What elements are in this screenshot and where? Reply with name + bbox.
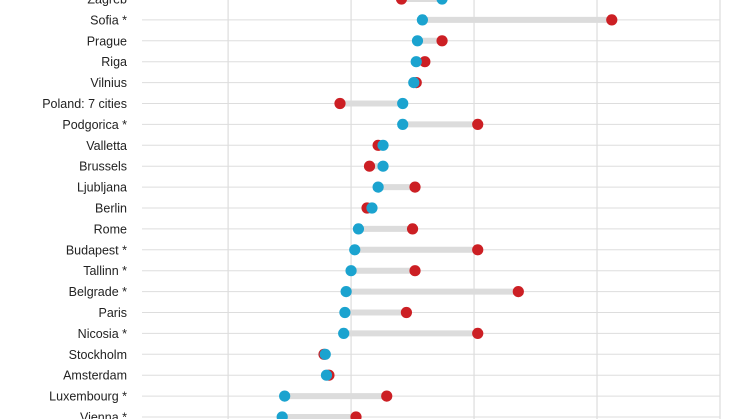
category-label: Sofia * — [90, 13, 127, 27]
category-label: Tallinn * — [83, 264, 127, 278]
category-label: Ljubljana — [77, 181, 127, 195]
end-value-point — [406, 223, 419, 235]
end-value-point — [381, 390, 393, 402]
category-label: Budapest * — [66, 243, 127, 257]
data-points — [276, 0, 618, 419]
end-value-point — [472, 118, 484, 130]
end-value-point — [334, 97, 346, 110]
category-label: Brussels — [79, 160, 127, 174]
start-value-point — [338, 327, 350, 339]
category-label: Podgorica * — [62, 118, 127, 132]
start-value-point — [377, 160, 389, 172]
start-value-point — [320, 369, 333, 381]
start-value-point — [436, 0, 448, 5]
category-label: Stockholm — [69, 348, 127, 362]
category-label: Berlin — [95, 202, 127, 216]
end-value-point — [419, 56, 431, 68]
end-value-point — [400, 306, 413, 319]
start-value-point — [408, 77, 420, 89]
end-value-point — [395, 0, 407, 5]
end-value-point — [472, 327, 484, 339]
start-value-point — [377, 139, 389, 151]
start-value-point — [276, 411, 288, 419]
start-value-point — [339, 306, 351, 319]
category-label: Luxembourg * — [49, 390, 127, 404]
start-value-point — [411, 35, 424, 47]
horizontal-gridlines — [142, 19, 720, 418]
start-value-point — [372, 181, 384, 193]
start-value-point — [319, 348, 331, 360]
start-value-point — [410, 56, 422, 68]
start-value-point — [397, 118, 409, 130]
category-label: Nicosia * — [78, 327, 127, 341]
end-value-point — [409, 265, 421, 277]
category-label: Paris — [99, 306, 127, 320]
category-label: Prague — [87, 34, 127, 48]
category-label: Valletta — [86, 139, 127, 153]
start-value-point — [345, 265, 357, 277]
city-labels: Zagreb Sofia * Prague Riga Vilnius Poland: 7 … — [42, 0, 127, 419]
category-label: Belgrade * — [69, 285, 128, 299]
category-label: Vienna * — [80, 411, 127, 419]
end-value-point — [472, 244, 484, 256]
end-value-point — [409, 181, 421, 193]
start-value-point — [352, 223, 365, 235]
start-value-point — [416, 14, 428, 26]
start-value-point — [340, 286, 352, 298]
vertical-gridlines — [227, 0, 721, 419]
end-value-point — [606, 14, 618, 26]
category-label: Vilnius — [90, 76, 127, 90]
end-value-point — [512, 286, 524, 298]
category-label: Rome — [94, 222, 127, 236]
end-value-point — [350, 411, 362, 419]
end-value-point — [436, 35, 448, 47]
category-label: Amsterdam — [63, 369, 127, 383]
start-value-point — [279, 390, 291, 402]
category-label: Poland: 7 cities — [42, 97, 127, 111]
start-value-point — [366, 202, 378, 214]
category-label: Zagreb — [87, 0, 127, 7]
start-value-point — [397, 97, 409, 110]
end-value-point — [363, 160, 376, 172]
category-label: Riga — [101, 55, 127, 69]
start-value-point — [349, 244, 361, 256]
